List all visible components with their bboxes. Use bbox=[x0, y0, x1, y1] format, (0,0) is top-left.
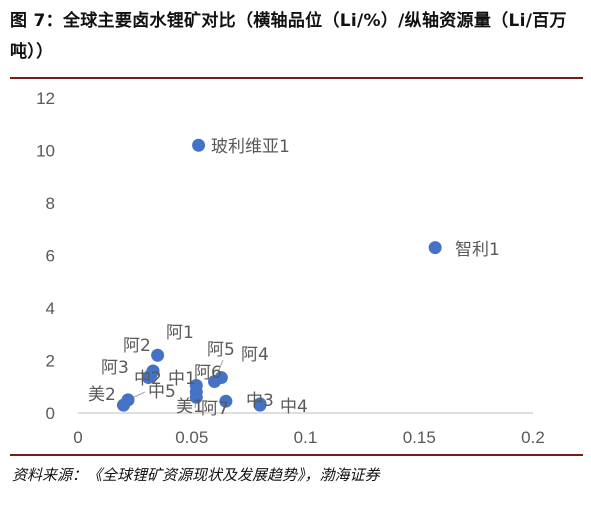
data-point bbox=[219, 394, 233, 408]
data-label: 阿4 bbox=[241, 345, 269, 365]
y-tick-label: 10 bbox=[36, 142, 55, 161]
source-note: 资料来源：《全球锂矿资源现状及发展趋势》，渤海证券 bbox=[12, 466, 380, 484]
y-tick-label: 6 bbox=[46, 247, 55, 266]
data-point bbox=[144, 368, 158, 382]
data-label: 阿6 bbox=[194, 363, 222, 383]
data-label: 美2 bbox=[88, 385, 116, 405]
data-label: 阿7 bbox=[201, 399, 229, 419]
data-label: 中4 bbox=[280, 397, 308, 417]
data-point bbox=[117, 398, 130, 412]
data-points bbox=[117, 138, 442, 412]
x-tick-label: 0.15 bbox=[403, 428, 436, 447]
data-label: 阿5 bbox=[207, 340, 235, 360]
y-tick-label: 4 bbox=[46, 299, 55, 318]
chart-title: 图 7：全球主要卤水锂矿对比（横轴品位（Li/%）/纵轴资源量（Li/百万吨）） bbox=[10, 11, 567, 62]
x-tick-label: 0.05 bbox=[175, 428, 208, 447]
data-label: 阿1 bbox=[166, 323, 194, 343]
top-divider bbox=[10, 77, 583, 79]
data-point bbox=[151, 348, 165, 362]
data-label: 玻利维亚1 bbox=[211, 137, 290, 157]
data-point bbox=[189, 390, 203, 404]
y-tick-label: 2 bbox=[46, 352, 55, 371]
data-label: 智利1 bbox=[455, 240, 500, 260]
data-point bbox=[428, 241, 442, 255]
data-label: 中2 bbox=[134, 369, 162, 389]
bottom-divider bbox=[10, 454, 583, 456]
y-tick-label: 12 bbox=[36, 89, 55, 108]
data-point bbox=[214, 371, 228, 385]
data-label: 中3 bbox=[246, 391, 274, 411]
x-tick-label: 0.2 bbox=[521, 428, 545, 447]
data-point bbox=[253, 398, 267, 412]
x-tick-label: 0 bbox=[73, 428, 82, 447]
data-point bbox=[192, 138, 206, 152]
data-label: 中5 bbox=[148, 382, 176, 402]
scatter-chart: 0 2 4 6 8 10 12 0 0.05 0.1 0.15 0.2 玻利维亚1 智利1 阿1 阿2阿3… bbox=[36, 89, 545, 447]
data-label: 美1 bbox=[176, 397, 204, 417]
data-label: 阿3 bbox=[101, 358, 129, 378]
y-tick-label: 8 bbox=[46, 194, 55, 213]
x-axis-ticks: 0 0.05 0.1 0.15 0.2 bbox=[73, 428, 545, 447]
y-tick-label: 0 bbox=[46, 404, 55, 423]
y-axis-ticks: 0 2 4 6 8 10 12 bbox=[36, 89, 55, 423]
data-label: 阿2 bbox=[123, 336, 151, 356]
x-tick-label: 0.1 bbox=[294, 428, 318, 447]
data-label: 中1 bbox=[168, 369, 196, 389]
